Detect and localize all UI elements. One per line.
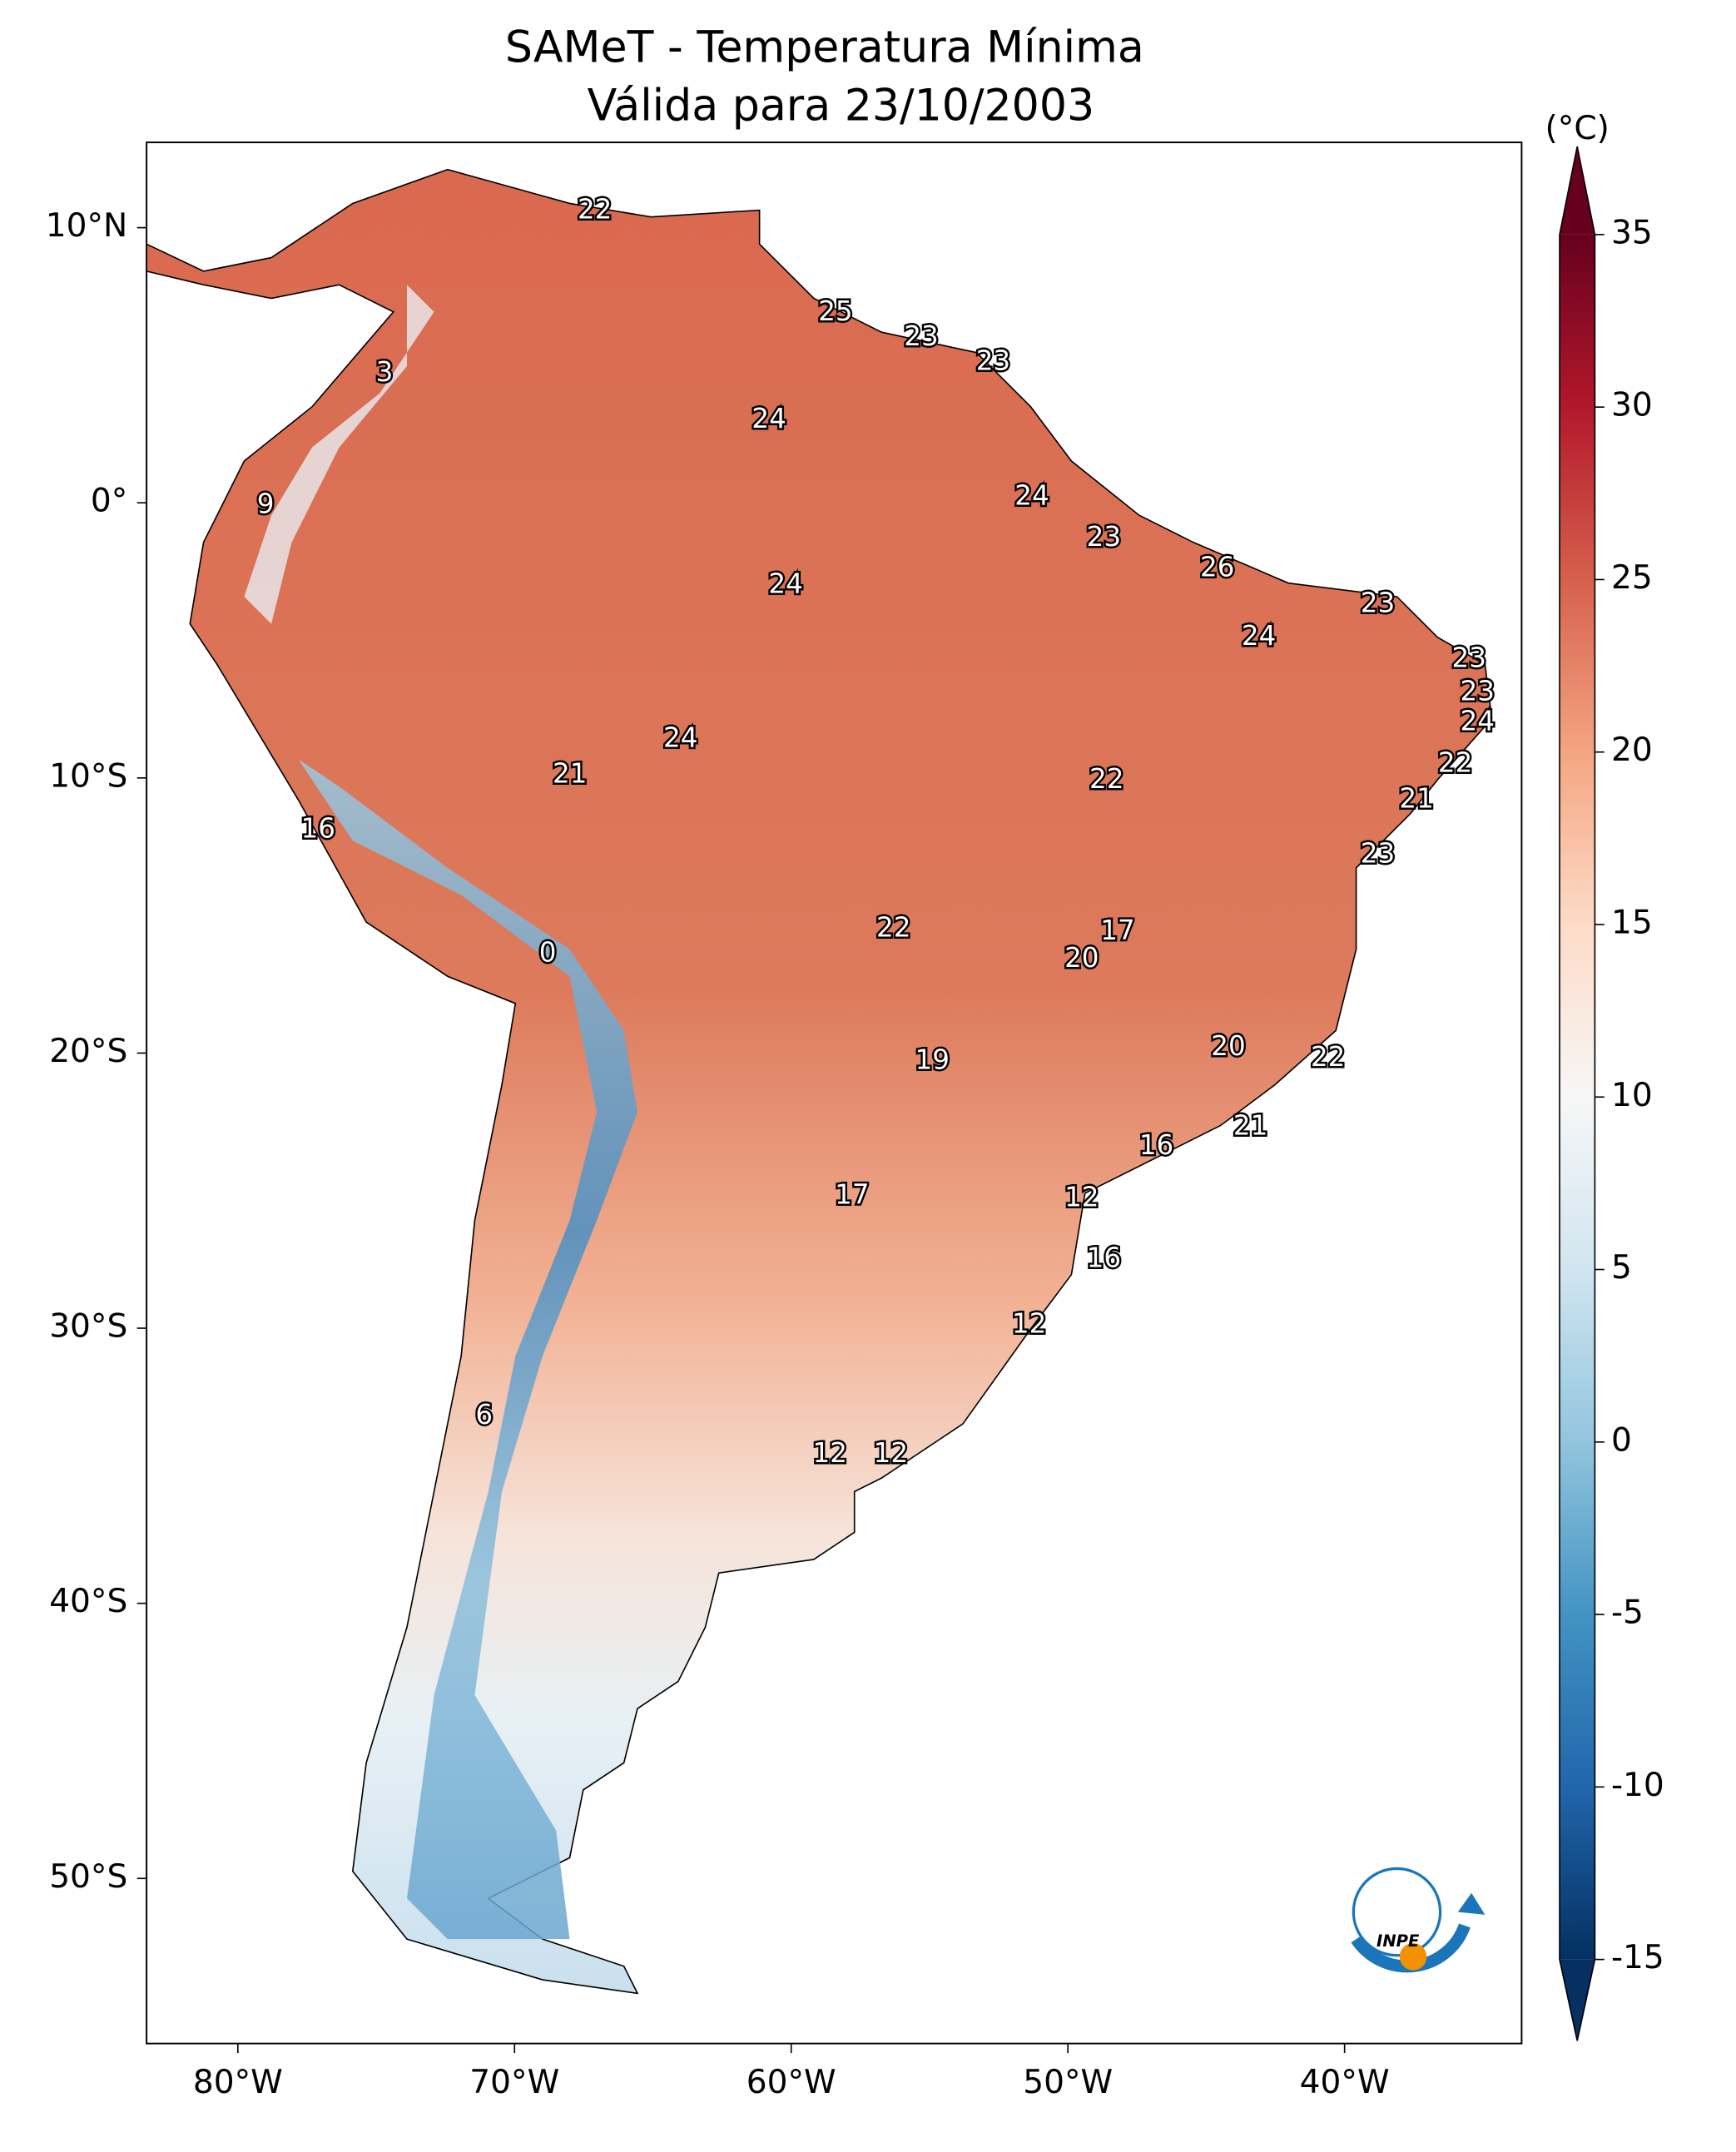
station-label: 24: [768, 568, 802, 599]
colorbar-tick-label: 15: [1611, 904, 1653, 941]
station-label: 23: [1361, 588, 1395, 619]
colorbar-tick-label: 5: [1611, 1249, 1632, 1287]
colorbar-tick-label: -10: [1611, 1767, 1664, 1804]
station-label: 17: [1100, 915, 1134, 946]
station-label: 26: [1200, 552, 1234, 583]
station-label: 24: [1242, 620, 1276, 652]
station-label: 24: [1460, 706, 1494, 737]
station-label: 20: [1211, 1030, 1245, 1062]
station-label: 20: [1064, 942, 1099, 974]
station-label: 12: [1012, 1308, 1046, 1340]
station-label: 24: [751, 403, 786, 434]
y-tick-label: 0°: [91, 483, 127, 520]
colorbar-label: (°C): [1545, 110, 1610, 147]
station-label: 16: [1139, 1129, 1173, 1161]
station-label: 16: [300, 813, 335, 845]
station-label: 23: [1460, 675, 1494, 707]
station-label: 24: [663, 722, 697, 754]
station-label: 12: [874, 1437, 908, 1469]
y-tick-label: 10°S: [49, 757, 127, 795]
station-label: 21: [1399, 782, 1433, 814]
colorbar-extend-low: [1560, 1959, 1595, 2041]
x-tick-label: 40°W: [1300, 2064, 1390, 2101]
x-tick-label: 80°W: [193, 2064, 283, 2101]
station-label: 25: [818, 295, 852, 327]
station-label: 23: [1087, 521, 1121, 553]
colorbar-tick-label: -5: [1611, 1594, 1644, 1632]
station-label: 12: [813, 1437, 847, 1469]
station-label: 22: [1311, 1041, 1345, 1073]
chart-subtitle: Válida para 23/10/2003: [588, 81, 1095, 131]
station-label: 23: [1452, 642, 1486, 674]
station-label: 9: [257, 488, 275, 520]
colorbar-tick-label: 0: [1611, 1421, 1632, 1459]
chart-title: SAMeT - Temperatura Mínima: [505, 22, 1144, 72]
station-label: 19: [915, 1044, 950, 1075]
x-tick-label: 70°W: [469, 2064, 559, 2101]
station-label: 24: [1014, 480, 1049, 512]
colorbar-tick-label: 10: [1611, 1077, 1653, 1114]
colorbar-tick-label: 30: [1611, 387, 1653, 424]
station-label: 12: [1064, 1182, 1099, 1213]
station-label: 21: [553, 758, 587, 790]
station-label: 3: [376, 356, 394, 388]
station-label: 23: [976, 345, 1010, 377]
station-label: 16: [1087, 1242, 1121, 1273]
colorbar-tick-label: 25: [1611, 559, 1653, 597]
colorbar-tick-label: 35: [1611, 214, 1653, 251]
station-label: 6: [475, 1399, 493, 1431]
y-tick-label: 50°S: [49, 1858, 127, 1896]
station-label: 23: [1361, 837, 1395, 869]
station-label: 23: [904, 320, 938, 352]
svg-text:INPE: INPE: [1376, 1931, 1420, 1951]
station-label: 21: [1233, 1110, 1267, 1142]
y-tick-label: 20°S: [49, 1033, 127, 1070]
y-tick-label: 10°N: [46, 207, 128, 245]
station-label: 22: [578, 194, 612, 226]
x-tick-label: 50°W: [1023, 2064, 1113, 2101]
station-label: 0: [539, 936, 557, 968]
colorbar-tick-label: -15: [1611, 1939, 1664, 1976]
colorbar-extend-high: [1560, 146, 1595, 235]
colorbar: [1560, 234, 1595, 1960]
y-tick-label: 40°S: [49, 1583, 127, 1620]
inpe-logo: INPE: [1351, 1867, 1486, 1973]
y-tick-label: 30°S: [49, 1308, 127, 1346]
andes-north: [244, 285, 434, 624]
andes-cold-region: [298, 759, 637, 1940]
station-label: 22: [1438, 746, 1472, 778]
x-tick-label: 60°W: [746, 2064, 836, 2101]
colorbar-tick-label: 20: [1611, 731, 1653, 769]
station-label: 22: [1089, 763, 1123, 795]
station-label: 17: [835, 1178, 869, 1210]
station-label: 22: [876, 912, 910, 944]
